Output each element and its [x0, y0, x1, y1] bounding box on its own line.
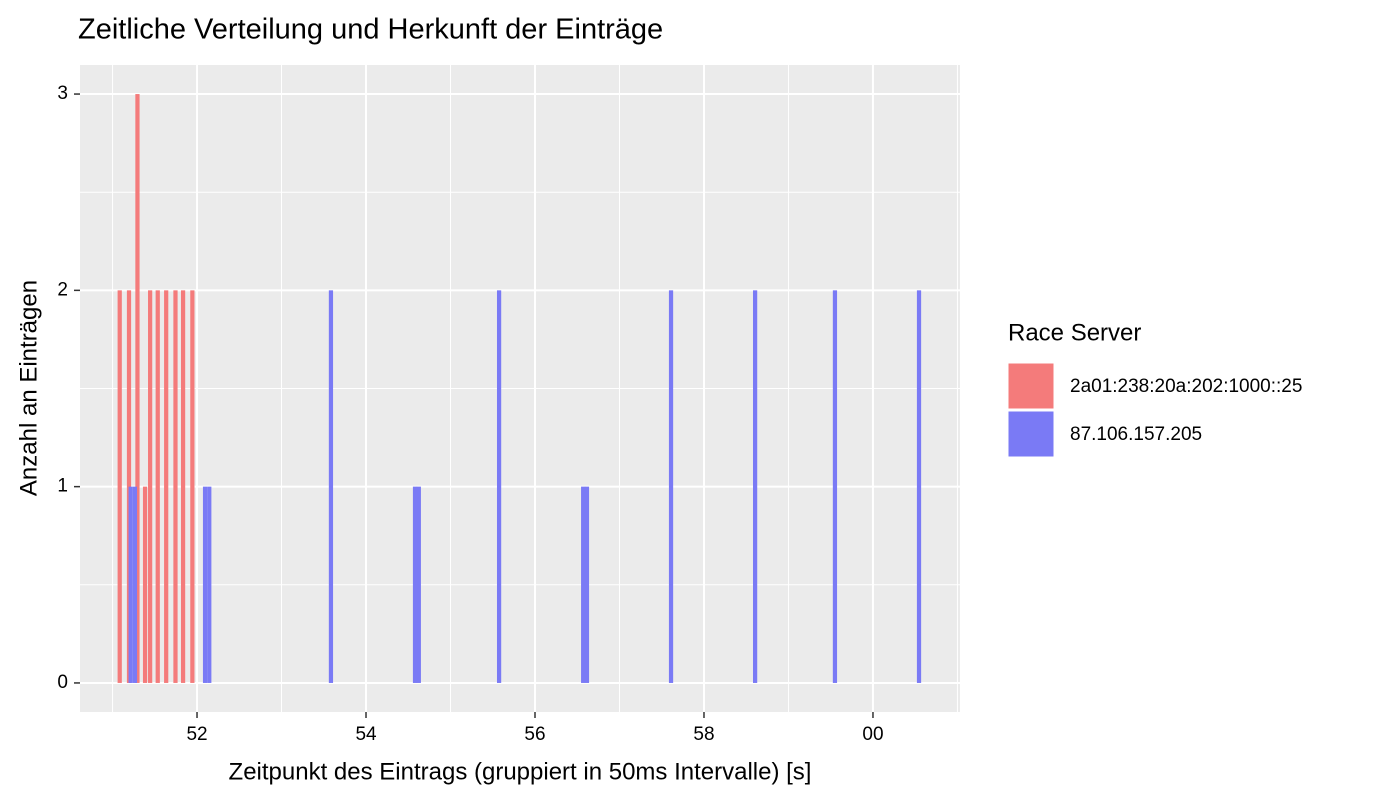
legend-label: 2a01:238:20a:202:1000::25 — [1070, 376, 1302, 397]
bar — [207, 486, 212, 683]
x-tick-label: 54 — [355, 724, 377, 745]
bar — [164, 290, 169, 683]
bar — [128, 486, 133, 683]
bar — [132, 486, 138, 683]
y-tick-label: 3 — [57, 83, 68, 104]
chart-title: Zeitliche Verteilung und Herkunft der Ei… — [78, 14, 663, 46]
bar — [202, 486, 208, 683]
legend-key — [1007, 362, 1055, 410]
legend-title: Race Server — [1008, 319, 1141, 346]
bar — [155, 290, 160, 683]
bar — [180, 290, 186, 683]
bar — [584, 486, 590, 683]
y-tick-label: 1 — [57, 476, 68, 497]
x-tick-label: 58 — [693, 724, 714, 745]
y-tick-label: 0 — [57, 672, 68, 693]
bar — [148, 290, 153, 683]
bar — [668, 290, 674, 683]
bar — [142, 486, 148, 683]
bar — [916, 290, 922, 683]
bar — [117, 290, 122, 683]
x-tick-label: 00 — [862, 724, 883, 745]
x-axis-title: Zeitpunkt des Eintrags (gruppiert in 50m… — [229, 758, 812, 785]
bar — [496, 290, 502, 683]
bar — [135, 94, 140, 683]
legend-label: 87.106.157.205 — [1070, 424, 1202, 445]
bar — [328, 290, 334, 683]
y-tick-label: 2 — [57, 279, 68, 300]
x-tick-label: 56 — [524, 724, 545, 745]
bar — [832, 290, 838, 683]
legend-key — [1007, 410, 1055, 458]
bar — [416, 486, 421, 683]
bar — [581, 486, 586, 683]
x-tick-label: 52 — [186, 724, 207, 745]
bar — [412, 486, 418, 683]
y-axis-title: Anzahl an Einträgen — [15, 280, 42, 496]
bar — [190, 290, 195, 683]
bar — [752, 290, 758, 683]
bar — [173, 290, 178, 683]
